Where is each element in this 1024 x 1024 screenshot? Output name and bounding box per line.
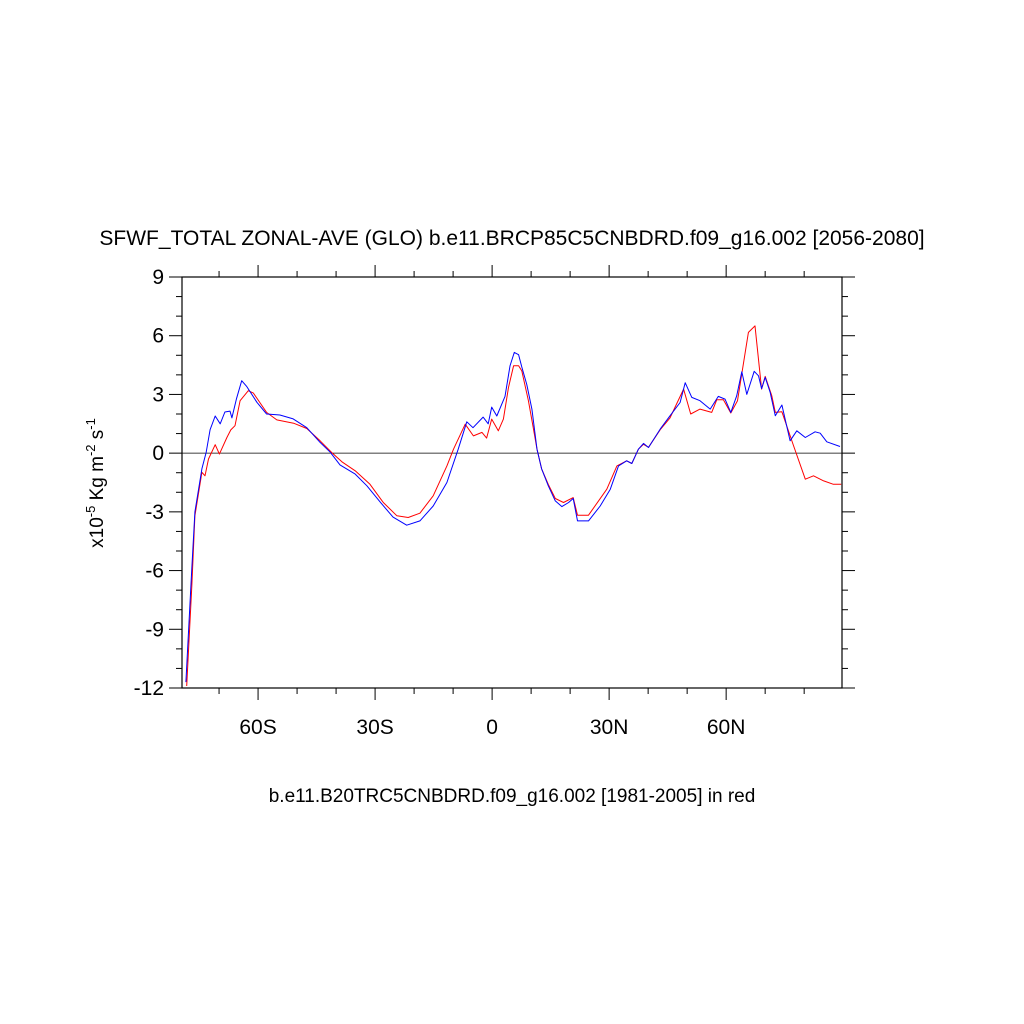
plot-frame xyxy=(181,276,843,689)
series-line-blue xyxy=(185,351,841,683)
y-tick-label: 9 xyxy=(152,266,164,289)
y-tick-label: 0 xyxy=(152,442,164,465)
x-tick-label: 0 xyxy=(486,716,498,739)
y-tick-label: 3 xyxy=(152,383,164,406)
axes xyxy=(169,265,855,700)
x-tick-label: 60N xyxy=(707,716,746,739)
y-tick-label: -12 xyxy=(134,677,164,700)
x-tick-label: 30S xyxy=(356,716,393,739)
series-line-red xyxy=(186,325,842,687)
tick-labels: 9 6 3 0 -3 -6 -9 -12 60S 30S 0 30N 60N xyxy=(134,266,746,739)
y-axis-label: x10-5 Kg m-2 s-1 xyxy=(83,418,108,548)
x-tick-label: 60S xyxy=(239,716,276,739)
x-tick-label: 30N xyxy=(590,716,629,739)
y-tick-label: -6 xyxy=(145,560,164,583)
series-lines xyxy=(185,325,842,687)
y-tick-label: -9 xyxy=(145,618,164,641)
chart-subtitle: b.e11.B20TRC5CNBDRD.f09_g16.002 [1981-20… xyxy=(269,786,756,807)
y-tick-label: -3 xyxy=(145,501,164,524)
chart-title: SFWF_TOTAL ZONAL-AVE (GLO) b.e11.BRCP85C… xyxy=(99,227,924,250)
y-tick-label: 6 xyxy=(152,325,164,348)
